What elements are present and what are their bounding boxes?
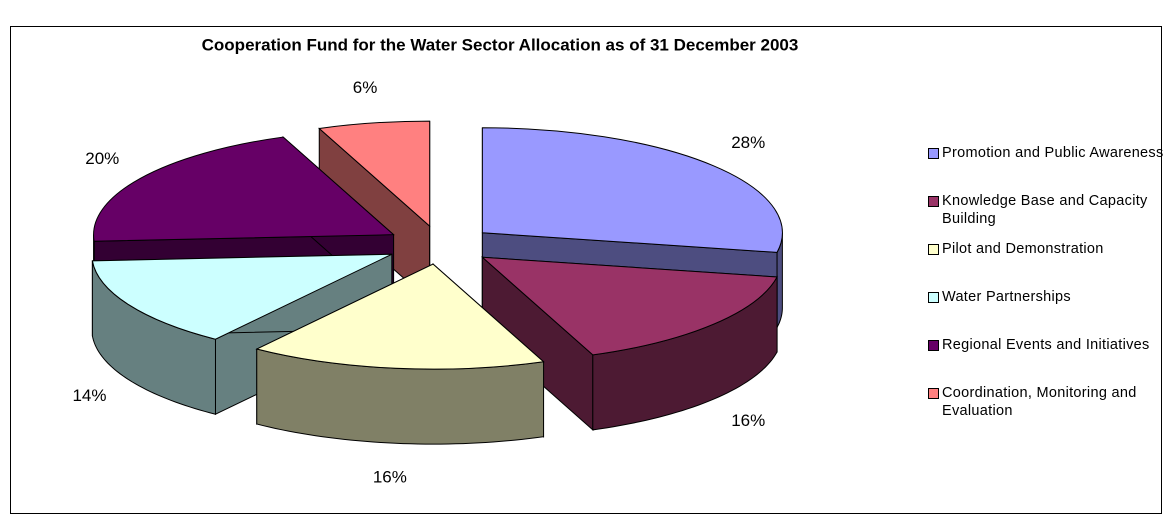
legend-item: Promotion and Public Awareness	[928, 144, 1164, 192]
legend-label: Knowledge Base and Capacity Building	[942, 193, 1148, 227]
legend-item: Pilot and Demonstration	[928, 240, 1164, 288]
data-label: 20%	[85, 149, 119, 168]
legend-swatch	[928, 244, 939, 255]
slice-top	[93, 136, 395, 242]
legend-swatch	[928, 340, 939, 351]
data-label: 28%	[731, 133, 765, 152]
pie-slice	[255, 262, 545, 445]
legend-label: Promotion and Public Awareness	[942, 145, 1164, 161]
data-label: 16%	[373, 467, 407, 486]
slice-top	[318, 120, 431, 228]
legend-label: Water Partnerships	[942, 289, 1071, 305]
slice-top	[481, 127, 783, 253]
slice-top	[255, 263, 545, 370]
legend-item: Coordination, Monitoring and Evaluation	[928, 384, 1164, 432]
legend: Promotion and Public Awareness Knowledge …	[928, 144, 1164, 432]
legend-swatch	[928, 388, 939, 399]
slice-top	[91, 253, 393, 340]
chart-title: Cooperation Fund for the Water Sector Al…	[202, 35, 799, 54]
legend-item: Knowledge Base and Capacity Building	[928, 192, 1164, 240]
legend-swatch	[928, 148, 939, 159]
data-label: 14%	[72, 386, 106, 405]
legend-item: Water Partnerships	[928, 288, 1164, 336]
slice-top	[480, 256, 778, 356]
chart-frame	[10, 26, 1162, 514]
data-label: 16%	[731, 411, 765, 430]
legend-label: Pilot and Demonstration	[942, 241, 1104, 257]
legend-label: Coordination, Monitoring and Evaluation	[942, 385, 1137, 419]
legend-swatch	[928, 196, 939, 207]
data-label: 6%	[353, 78, 378, 97]
legend-label: Regional Events and Initiatives	[942, 337, 1150, 353]
legend-item: Regional Events and Initiatives	[928, 336, 1164, 384]
legend-swatch	[928, 292, 939, 303]
